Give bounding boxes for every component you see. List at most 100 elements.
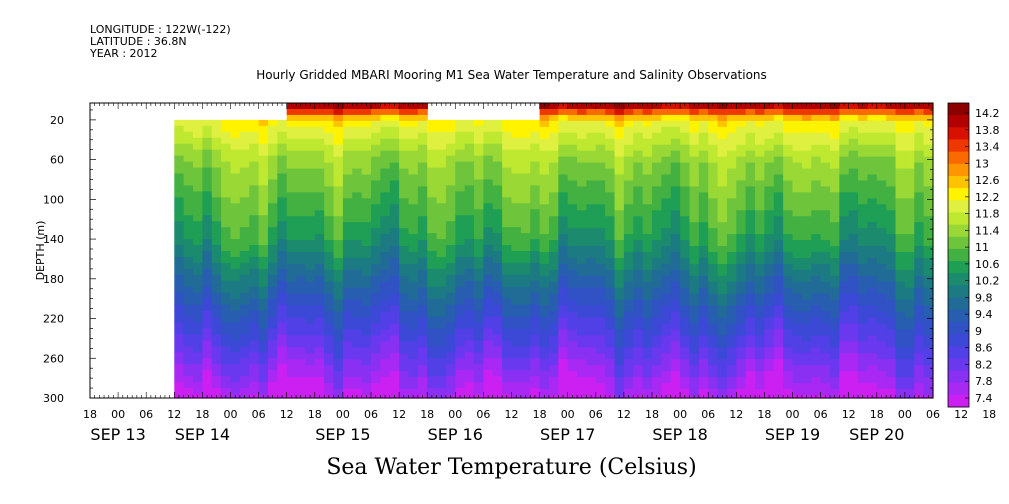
field-cell bbox=[211, 382, 222, 389]
field-cell bbox=[511, 394, 522, 399]
field-cell bbox=[399, 168, 410, 176]
field-cell bbox=[895, 216, 906, 223]
field-cell bbox=[174, 179, 185, 187]
x-date-label: SEP 14 bbox=[175, 425, 230, 444]
field-cell bbox=[867, 228, 878, 235]
field-cell bbox=[342, 198, 353, 205]
field-cell bbox=[558, 114, 569, 122]
field-cell bbox=[249, 286, 260, 294]
field-cell bbox=[886, 180, 897, 188]
field-cell bbox=[670, 198, 681, 205]
field-cell bbox=[708, 180, 719, 188]
field-cell bbox=[801, 150, 812, 158]
field-cell bbox=[474, 251, 484, 258]
field-cell bbox=[314, 365, 325, 372]
field-cell bbox=[652, 228, 662, 235]
field-cell bbox=[764, 210, 775, 217]
field-cell bbox=[183, 239, 194, 246]
field-cell bbox=[211, 256, 222, 264]
field-cell bbox=[183, 394, 194, 399]
field-cell bbox=[670, 251, 681, 259]
field-cell bbox=[249, 292, 260, 300]
field-cell bbox=[361, 162, 372, 170]
field-cell bbox=[483, 167, 494, 175]
field-cell bbox=[867, 138, 878, 146]
field-cell bbox=[286, 383, 297, 390]
field-cell bbox=[539, 311, 550, 319]
field-cell bbox=[689, 287, 700, 295]
field-cell bbox=[886, 311, 897, 319]
field-cell bbox=[623, 198, 634, 205]
field-cell bbox=[389, 383, 400, 390]
field-cell bbox=[680, 103, 691, 110]
field-cell bbox=[427, 143, 438, 151]
field-cell bbox=[352, 263, 363, 271]
x-date-label: SEP 18 bbox=[652, 425, 707, 444]
field-cell bbox=[202, 227, 213, 234]
field-cell bbox=[764, 240, 775, 247]
field-cell bbox=[708, 162, 719, 170]
field-cell bbox=[342, 103, 353, 110]
field-cell bbox=[548, 305, 559, 313]
field-cell bbox=[698, 192, 709, 199]
field-cell bbox=[324, 222, 335, 229]
field-cell bbox=[202, 251, 213, 258]
field-cell bbox=[614, 281, 625, 289]
field-cell bbox=[783, 287, 794, 295]
field-cell bbox=[239, 316, 250, 324]
field-cell bbox=[221, 280, 232, 288]
field-cell bbox=[670, 341, 681, 348]
field-cell bbox=[474, 382, 484, 389]
field-cell bbox=[314, 323, 325, 331]
field-cell bbox=[333, 162, 344, 170]
field-cell bbox=[708, 186, 719, 193]
field-cell bbox=[267, 346, 278, 353]
field-cell bbox=[745, 144, 756, 152]
field-cell bbox=[408, 347, 419, 354]
field-cell bbox=[811, 293, 822, 301]
field-cell bbox=[267, 268, 278, 276]
field-cell bbox=[193, 376, 203, 383]
field-cell bbox=[324, 234, 335, 241]
field-cell bbox=[820, 299, 831, 307]
field-cell bbox=[399, 395, 410, 399]
field-cell bbox=[867, 210, 878, 217]
field-cell bbox=[642, 168, 653, 176]
field-cell bbox=[277, 137, 288, 145]
field-cell bbox=[399, 222, 410, 229]
field-cell bbox=[183, 370, 194, 377]
field-cell bbox=[267, 394, 278, 399]
field-cell bbox=[511, 221, 522, 228]
field-cell bbox=[183, 251, 194, 258]
field-cell bbox=[417, 162, 428, 170]
field-cell bbox=[174, 346, 185, 353]
field-cell bbox=[755, 335, 765, 342]
field-cell bbox=[783, 198, 794, 205]
field-cell bbox=[792, 168, 803, 176]
field-cell bbox=[417, 389, 428, 396]
field-cell bbox=[633, 317, 644, 325]
field-cell bbox=[530, 191, 541, 198]
field-cell bbox=[520, 292, 531, 300]
field-cell bbox=[314, 198, 325, 205]
field-cell bbox=[417, 228, 428, 235]
field-cell bbox=[820, 263, 831, 271]
field-cell bbox=[286, 365, 297, 372]
field-cell bbox=[408, 108, 419, 116]
field-cell bbox=[614, 144, 625, 152]
field-cell bbox=[520, 358, 531, 365]
field-cell bbox=[783, 114, 794, 122]
field-cell bbox=[858, 210, 869, 217]
field-cell bbox=[305, 222, 316, 229]
field-cell bbox=[239, 203, 250, 210]
field-cell bbox=[520, 316, 531, 324]
field-cell bbox=[230, 209, 241, 216]
field-cell bbox=[183, 221, 194, 228]
field-cell bbox=[829, 395, 840, 399]
field-cell bbox=[183, 119, 194, 127]
field-cell bbox=[829, 317, 840, 325]
field-cell bbox=[520, 364, 531, 371]
field-cell bbox=[221, 203, 232, 210]
field-cell bbox=[698, 120, 709, 128]
field-cell bbox=[455, 179, 466, 187]
